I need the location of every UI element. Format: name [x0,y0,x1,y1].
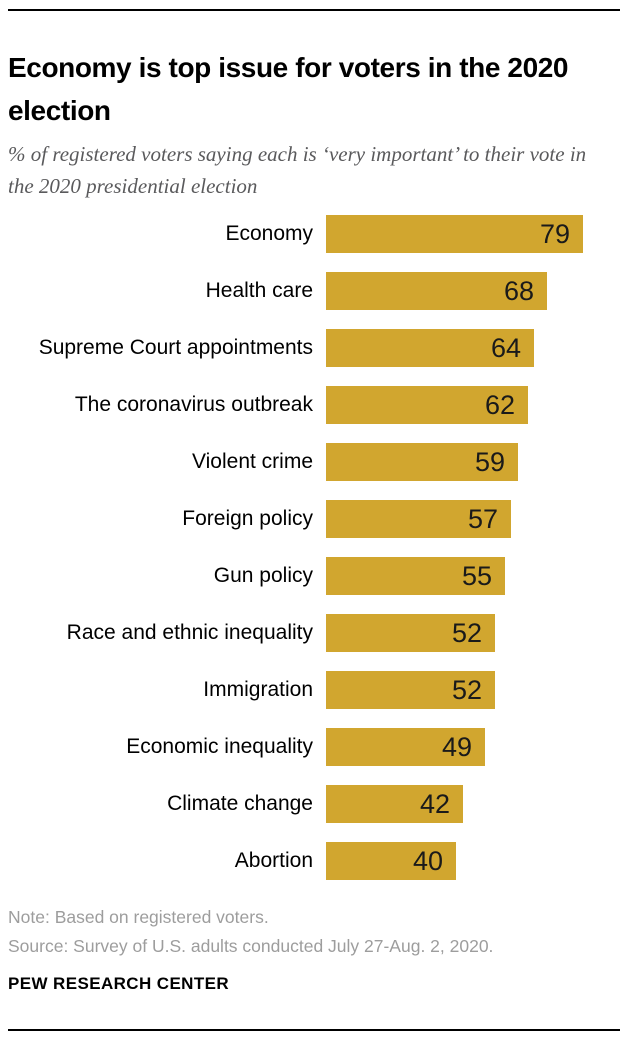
bar-row: Violent crime 59 [0,443,626,481]
bar-row: Supreme Court appointments 64 [0,329,626,367]
value-label: 59 [474,447,505,477]
value-label: 52 [451,675,482,705]
category-label: Violent crime [192,450,313,473]
bottom-divider [8,1029,620,1031]
bar: 62 [326,386,528,424]
source-text: Source: Survey of U.S. adults conducted … [8,935,494,956]
category-label: Abortion [234,849,313,872]
note-text: Note: Based on registered voters. [8,907,269,927]
value-label: 40 [412,846,443,876]
bar-row: Health care 68 [0,272,626,310]
bar-row: The coronavirus outbreak 62 [0,386,626,424]
category-label: Economic inequality [126,735,313,758]
bar-row: Race and ethnic inequality 52 [0,614,626,652]
bar: 64 [326,329,534,367]
bar-row: Economic inequality 49 [0,728,626,766]
bar: 55 [326,557,505,595]
category-label: Foreign policy [182,507,313,530]
category-label: Health care [205,279,313,302]
bar: 79 [326,215,583,253]
bar: 59 [326,443,518,481]
value-label: 68 [503,276,534,306]
top-divider [8,9,620,11]
bar: 42 [326,785,463,823]
bar: 52 [326,671,495,709]
bar-row: Gun policy 55 [0,557,626,595]
value-label: 55 [461,561,492,591]
note-block: Note: Based on registered voters. Source… [8,903,618,960]
chart-subtitle: % of registered voters saying each is ‘v… [8,142,587,198]
brand-footer: PEW RESEARCH CENTER [8,974,230,993]
bar-row: Climate change 42 [0,785,626,823]
category-label: Gun policy [213,564,313,587]
category-label: Race and ethnic inequality [66,621,313,644]
category-label: Supreme Court appointments [38,336,313,359]
value-label: 49 [441,732,472,762]
value-label: 52 [451,618,482,648]
category-label: The coronavirus outbreak [74,393,313,416]
bar: 49 [326,728,485,766]
value-label: 42 [419,789,450,819]
bar: 57 [326,500,511,538]
bar: 68 [326,272,547,310]
bar-rows: Economy 79 Health care 68 Supreme Court appo… [0,215,626,880]
category-label: Immigration [203,678,313,701]
bar-row: Economy 79 [0,215,626,253]
bar-chart: Economy 79 Health care 68 Supreme Court appo… [0,215,626,899]
bar: 52 [326,614,495,652]
page-title: Economy is top issue for voters in the 2… [8,51,569,126]
category-label: Climate change [167,792,313,815]
value-label: 79 [539,219,570,249]
value-label: 57 [467,504,498,534]
bar: 40 [326,842,456,880]
value-label: 64 [490,333,521,363]
bar-row: Immigration 52 [0,671,626,709]
category-label: Economy [225,222,313,245]
value-label: 62 [484,390,515,420]
bar-row: Foreign policy 57 [0,500,626,538]
bar-row: Abortion 40 [0,842,626,880]
